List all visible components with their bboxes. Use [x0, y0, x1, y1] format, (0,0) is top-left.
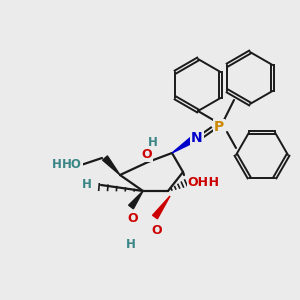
Text: H: H: [82, 178, 92, 191]
Text: O: O: [152, 224, 162, 238]
Text: H: H: [82, 178, 92, 191]
Text: HO: HO: [62, 158, 82, 172]
Text: O: O: [128, 212, 138, 226]
Polygon shape: [172, 137, 194, 153]
Text: O: O: [142, 148, 152, 161]
Polygon shape: [153, 196, 170, 219]
Text: H: H: [126, 238, 136, 250]
Polygon shape: [103, 156, 120, 175]
Text: H: H: [126, 238, 136, 250]
Polygon shape: [129, 191, 143, 209]
Text: N: N: [191, 131, 203, 145]
Text: HO: HO: [52, 158, 72, 172]
Text: O: O: [152, 224, 162, 238]
Text: H: H: [148, 136, 158, 148]
Text: O: O: [142, 148, 152, 161]
Text: OH: OH: [188, 176, 208, 190]
Text: N: N: [191, 131, 203, 145]
Text: OH: OH: [198, 176, 219, 190]
Text: P: P: [214, 120, 224, 134]
Text: H: H: [148, 136, 158, 148]
Text: O: O: [128, 212, 138, 226]
Text: P: P: [214, 120, 224, 134]
